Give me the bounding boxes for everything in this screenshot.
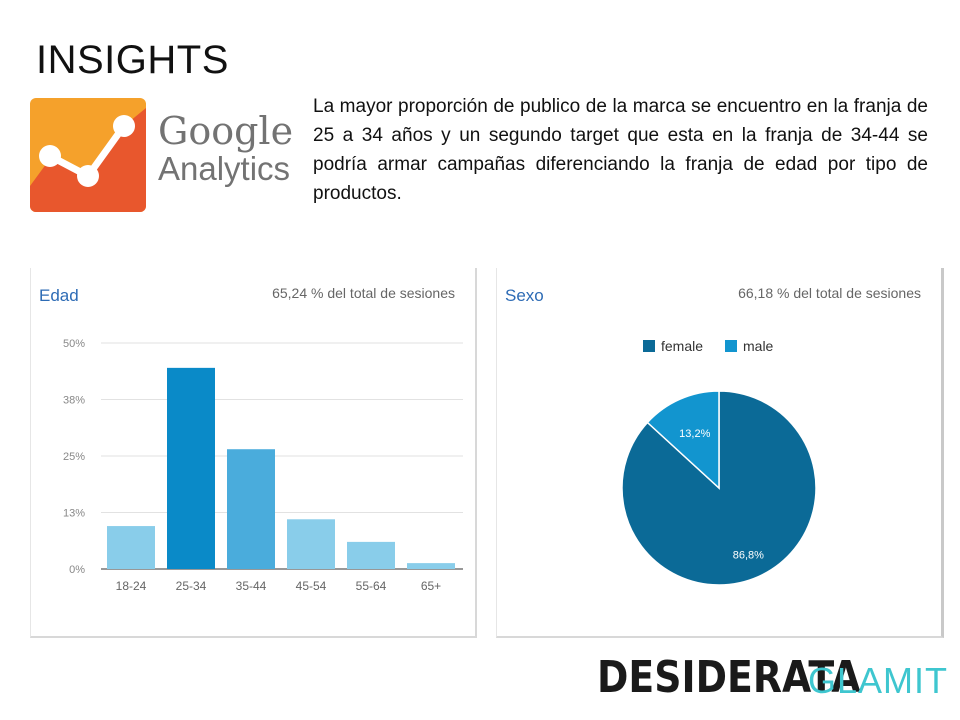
desiderata-logo: DESIDERATA — [597, 652, 861, 703]
gender-pie-chart: 86,8% 13,2% female male — [621, 338, 817, 586]
x-tick-label: 55-64 — [356, 579, 387, 593]
google-analytics-icon — [30, 98, 146, 212]
bar-25-34[interactable] — [167, 367, 215, 569]
y-tick-label: 50% — [63, 338, 85, 350]
glamit-logo: GLAMIT — [808, 660, 949, 701]
pie-slice-female[interactable] — [621, 390, 817, 586]
y-tick-label: 0% — [69, 564, 85, 576]
gender-chart-subtitle: 66,18 % del total de sesiones — [738, 285, 921, 301]
age-bar-chart: 0% 13% 25% 38% 50% 18-24 25-34 35-44 45-54 55-64 6… — [63, 338, 463, 593]
x-tick-label: 45-54 — [296, 579, 327, 593]
y-tick-label: 25% — [63, 451, 85, 463]
legend-label-male: male — [743, 338, 774, 354]
pie-label-male: 13,2% — [679, 428, 710, 440]
age-chart-subtitle: 65,24 % del total de sesiones — [272, 285, 455, 301]
y-tick-label: 13% — [63, 508, 85, 520]
pie-label-female: 86,8% — [733, 550, 764, 562]
x-tick-label: 25-34 — [176, 579, 207, 593]
age-chart-panel: Edad 65,24 % del total de sesiones 0% 13%… — [30, 268, 477, 638]
x-tick-label: 65+ — [421, 579, 441, 593]
slide-title: INSIGHTS — [36, 38, 229, 82]
logo-text-analytics: Analytics — [158, 150, 291, 187]
gender-chart-title: Sexo — [505, 286, 544, 305]
y-tick-label: 38% — [63, 395, 85, 407]
bar-55-64[interactable] — [347, 541, 395, 569]
legend-label-female: female — [661, 338, 703, 354]
google-analytics-logo: Google Analytics — [30, 98, 293, 214]
legend-swatch-male — [725, 340, 737, 352]
bar-65+[interactable] — [407, 563, 455, 569]
x-tick-label: 35-44 — [236, 579, 267, 593]
pie-slice-male[interactable] — [646, 390, 720, 490]
legend-swatch-female — [643, 340, 655, 352]
gender-chart-panel: Sexo 66,18 % del total de sesiones 86,8%… — [496, 268, 944, 638]
age-chart-title: Edad — [39, 286, 79, 305]
bar-18-24[interactable] — [107, 526, 155, 569]
insight-description: La mayor proporción de publico de la mar… — [313, 96, 928, 204]
bar-45-54[interactable] — [287, 519, 335, 569]
logo-text-google: Google — [158, 109, 294, 153]
x-tick-label: 18-24 — [116, 579, 147, 593]
bar-35-44[interactable] — [227, 449, 275, 569]
